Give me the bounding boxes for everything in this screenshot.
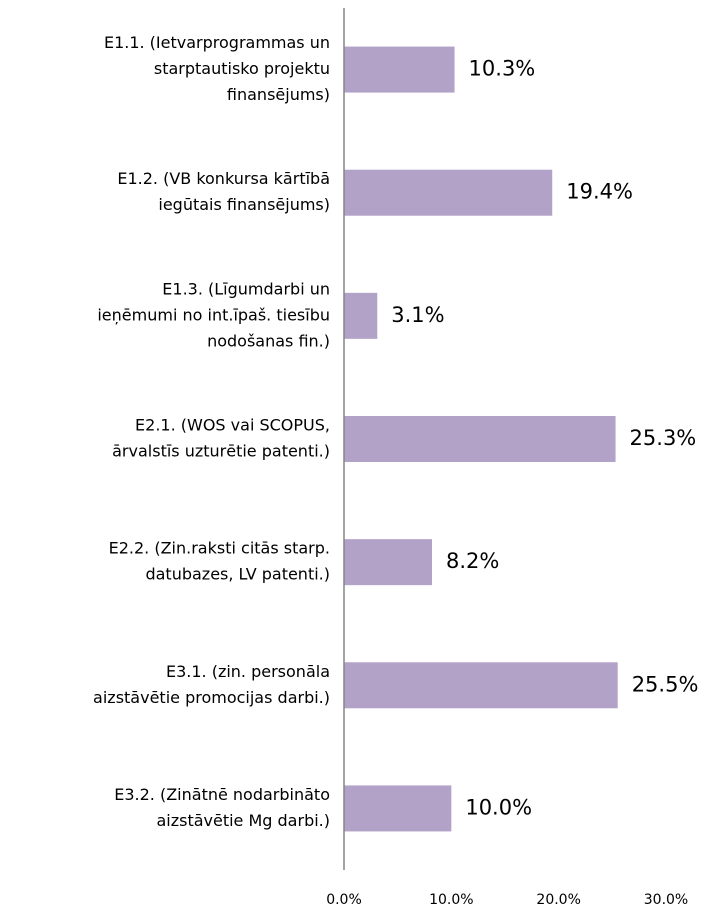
bar: [344, 169, 553, 216]
x-tick-label: 0.0%: [326, 892, 362, 908]
y-tick-label: ieņēmumi no int.īpaš. tiesību: [97, 305, 330, 324]
x-tick-label: 20.0%: [536, 892, 580, 908]
value-label: 19.4%: [566, 180, 633, 204]
x-tick-label: 30.0%: [644, 892, 688, 908]
y-tick-label: starptautisko projektu: [154, 59, 330, 78]
value-label: 25.5%: [632, 672, 699, 696]
y-tick-label: datubazes, LV patenti.): [145, 565, 330, 584]
y-tick-label: ārvalstīs uzturētie patenti.): [112, 442, 330, 461]
y-tick-label: E2.1. (WOS vai SCOPUS,: [135, 416, 330, 435]
y-tick-label: E1.3. (Līgumdarbi un: [162, 279, 330, 298]
y-tick-label: E1.2. (VB konkursa kārtībā: [117, 169, 330, 188]
y-tick-label: finansējums): [227, 85, 330, 104]
bar: [344, 416, 616, 462]
value-label: 10.0%: [465, 795, 532, 819]
bar: [344, 539, 433, 586]
bar: [344, 785, 452, 832]
y-tick-label: E3.2. (Zinātnē nodarbināto: [114, 785, 330, 804]
y-tick-label: E3.1. (zin. personāla: [166, 662, 330, 681]
y-tick-label: nodošanas fin.): [207, 331, 330, 350]
bar: [344, 292, 378, 339]
y-tick-label: E2.2. (Zin.raksti citās starp.: [109, 539, 330, 558]
value-label: 3.1%: [391, 303, 444, 327]
bar: [344, 662, 618, 709]
bar: [344, 46, 455, 93]
x-tick-label: 10.0%: [429, 892, 473, 908]
value-label: 10.3%: [469, 57, 536, 81]
y-tick-label: aizstāvētie promocijas darbi.): [93, 688, 330, 707]
y-tick-label: iegūtais finansējums): [158, 195, 330, 214]
y-tick-label: E1.1. (Ietvarprogrammas un: [104, 33, 330, 52]
value-label: 25.3%: [630, 426, 697, 450]
value-label: 8.2%: [446, 549, 499, 573]
y-tick-label: aizstāvētie Mg darbi.): [156, 811, 330, 830]
